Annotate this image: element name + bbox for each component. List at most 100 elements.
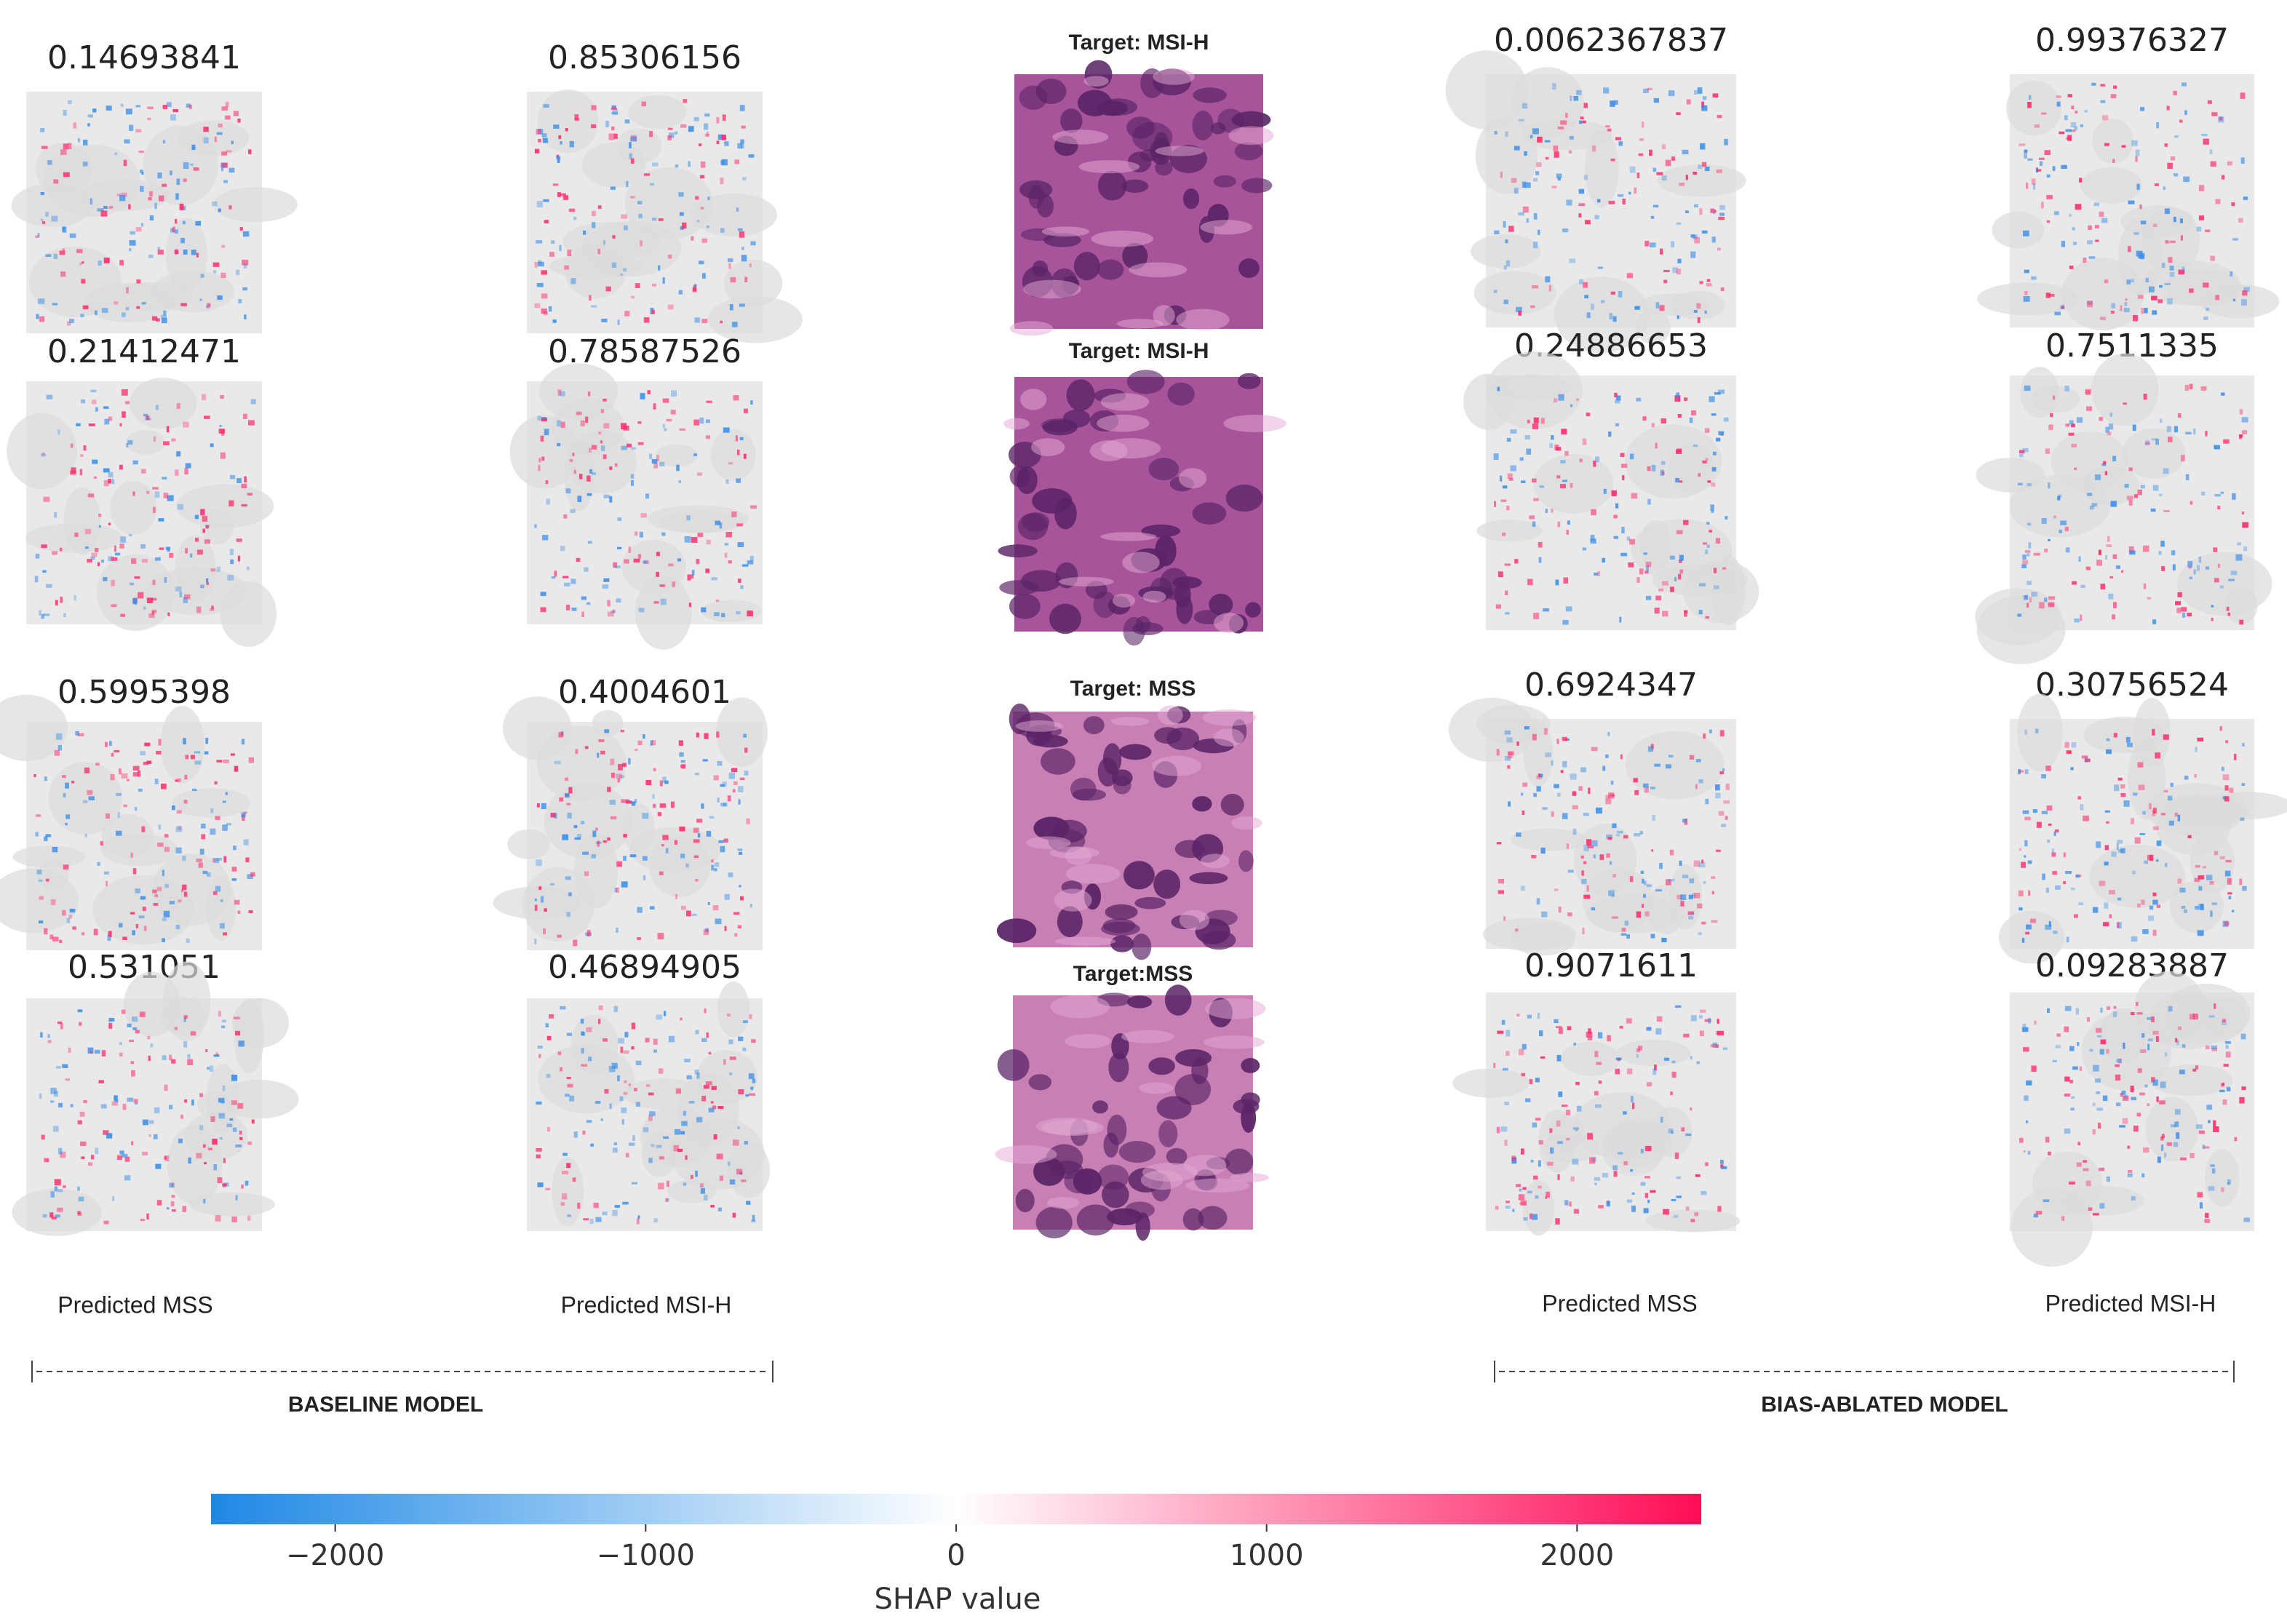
- shap-speck: [1554, 151, 1559, 158]
- shap-speck: [127, 439, 133, 445]
- shap-speck: [66, 918, 71, 923]
- shap-speck: [132, 868, 137, 875]
- shap-speck: [2103, 461, 2107, 465]
- shap-speck: [2059, 529, 2062, 533]
- tissue-image: [1009, 60, 1274, 336]
- shap-speck: [735, 435, 738, 442]
- shap-speck: [1578, 213, 1582, 218]
- shap-speck: [2112, 602, 2117, 609]
- shap-speck: [2102, 1095, 2108, 1102]
- shap-speck: [534, 524, 537, 528]
- shap-speck: [1562, 813, 1568, 819]
- shap-speck: [37, 233, 40, 237]
- shap-speck: [128, 204, 131, 210]
- tissue-shadow: [581, 220, 681, 276]
- shap-speck: [2018, 453, 2024, 458]
- shap-speck: [681, 1121, 688, 1126]
- shap-speck: [591, 472, 597, 475]
- shap-speck: [217, 295, 223, 300]
- shap-speck: [223, 759, 229, 763]
- shap-speck: [2024, 594, 2029, 600]
- nucleus: [1164, 984, 1192, 1016]
- tissue-shadow: [126, 429, 166, 455]
- nucleus: [1102, 743, 1122, 775]
- shap-speck: [2131, 936, 2138, 942]
- shap-speck: [1718, 389, 1725, 394]
- shap-speck: [2017, 613, 2021, 617]
- shap-speck: [716, 116, 720, 124]
- shap-speck: [119, 923, 123, 928]
- shap-speck: [247, 1215, 251, 1221]
- shap-speck: [2152, 1079, 2158, 1086]
- shap-speck: [1536, 898, 1540, 905]
- shap-speck: [1548, 284, 1551, 292]
- shap-speck: [238, 1040, 244, 1047]
- shap-speck: [2224, 921, 2230, 926]
- shap-speck: [557, 157, 560, 164]
- tissue-shadow: [568, 430, 637, 494]
- shap-speck: [1514, 146, 1520, 151]
- shap-speck: [78, 1196, 84, 1202]
- shap-speck: [2113, 733, 2118, 738]
- shap-speck: [2029, 95, 2032, 100]
- shap-speck: [2099, 880, 2106, 886]
- shap-speck: [2113, 1006, 2117, 1009]
- nucleus: [1101, 1181, 1129, 1209]
- shap-speck: [34, 576, 39, 583]
- shap-speck: [1725, 783, 1730, 790]
- shap-speck: [119, 1042, 122, 1046]
- shap-speck: [116, 830, 122, 836]
- shap-speck: [624, 1080, 627, 1083]
- stroma: [1046, 1197, 1080, 1209]
- shap-speck: [581, 1064, 587, 1067]
- shap-speck: [2225, 740, 2229, 744]
- shap-speck: [2096, 1107, 2104, 1111]
- stroma: [1231, 816, 1262, 830]
- shap-speck: [131, 1016, 138, 1022]
- shap-speck: [195, 220, 202, 226]
- shap-speck: [1500, 172, 1503, 178]
- shap-speck: [1547, 1161, 1554, 1166]
- shap-speck: [77, 1211, 81, 1215]
- shap-speck: [2071, 443, 2077, 447]
- shap-speck: [714, 862, 720, 867]
- shap-speck: [1619, 1025, 1623, 1029]
- shap-speck: [1638, 1046, 1643, 1051]
- shap-speck: [650, 183, 655, 186]
- shap-speck: [186, 103, 191, 108]
- shap-speck: [2053, 515, 2056, 519]
- shap-speck: [1640, 1148, 1644, 1154]
- shap-speck: [221, 106, 228, 111]
- shap-speck: [1607, 128, 1612, 132]
- shap-speck: [556, 155, 561, 160]
- shap-speck: [566, 1163, 571, 1169]
- shap-speck: [734, 159, 740, 164]
- shap-speck: [540, 607, 546, 613]
- shap-speck: [1554, 784, 1559, 789]
- shap-speck: [1629, 166, 1636, 173]
- shap-speck: [170, 228, 175, 233]
- shap-speck: [2126, 279, 2131, 284]
- nucleus: [1167, 382, 1195, 406]
- shap-speck: [621, 445, 627, 450]
- shap-speck: [637, 937, 641, 940]
- shap-speck: [1631, 1205, 1636, 1212]
- shap-speck: [722, 781, 727, 787]
- shap-speck: [153, 436, 156, 442]
- shap-speck: [135, 924, 139, 928]
- shap-speck: [1551, 811, 1554, 817]
- shap-speck: [162, 183, 167, 187]
- shap-speck: [57, 1022, 63, 1024]
- shap-speck: [1672, 267, 1678, 274]
- shap-speck: [2022, 230, 2029, 236]
- stroma: [1052, 130, 1109, 145]
- shap-speck: [1668, 1128, 1674, 1134]
- shap-speck: [1503, 266, 1507, 270]
- shap-speck: [1615, 1057, 1622, 1060]
- shap-speck: [164, 576, 167, 583]
- shap-speck: [169, 901, 175, 905]
- shap-speck: [729, 304, 733, 311]
- shap-speck: [215, 816, 220, 820]
- shap-speck: [171, 438, 176, 442]
- shap-speck: [710, 859, 714, 863]
